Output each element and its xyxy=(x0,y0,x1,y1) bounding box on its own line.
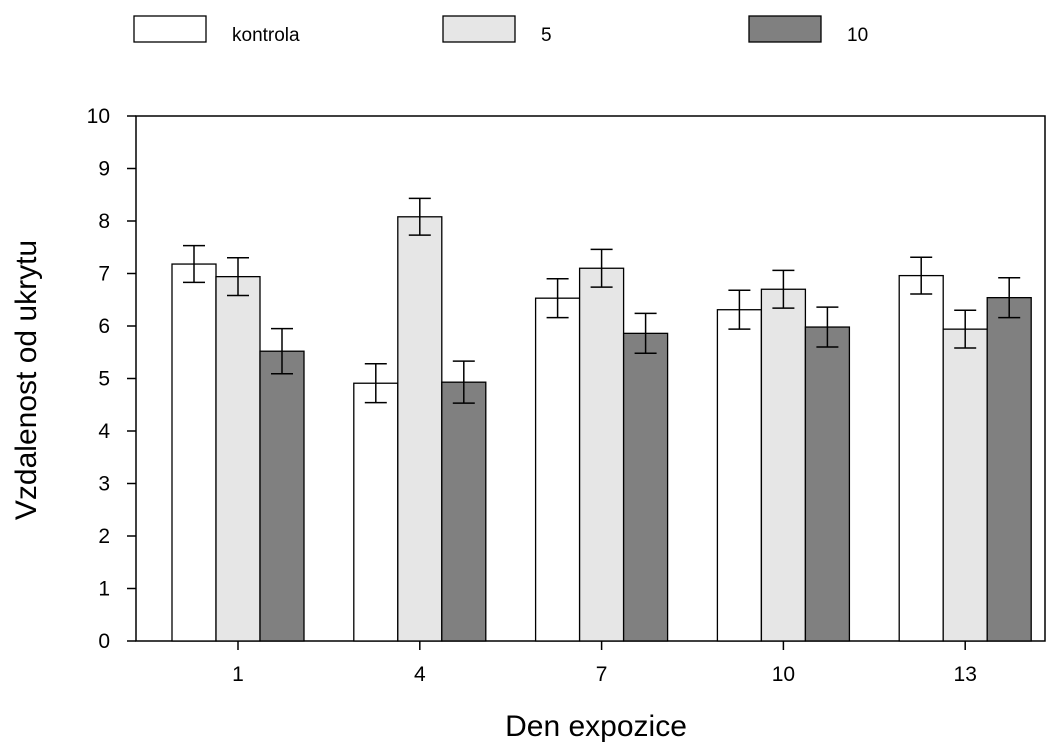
legend-swatch xyxy=(442,15,516,43)
legend-label: 10 xyxy=(847,25,868,46)
legend-label: kontrola xyxy=(232,25,300,46)
y-tick-label: 0 xyxy=(98,630,110,653)
x-tick-label: 7 xyxy=(596,663,608,686)
bar xyxy=(259,350,305,642)
legend: kontrola 5 10 xyxy=(133,15,868,46)
legend-swatch xyxy=(748,15,822,43)
y-tick-label: 3 xyxy=(98,473,110,496)
bar xyxy=(942,328,988,642)
bar xyxy=(171,263,217,642)
x-tick-label: 13 xyxy=(954,663,977,686)
y-tick-label: 7 xyxy=(98,263,110,286)
y-axis-title: Vzdalenost od ukrytu xyxy=(10,240,43,520)
bar xyxy=(716,309,763,642)
legend-swatch xyxy=(133,15,207,43)
x-tick-label: 4 xyxy=(414,663,426,686)
bar xyxy=(898,274,944,642)
bar xyxy=(578,267,625,642)
bar xyxy=(760,288,807,642)
x-tick-label: 1 xyxy=(232,663,244,686)
y-tick-label: 4 xyxy=(98,420,110,443)
bar xyxy=(622,332,669,642)
y-tick-label: 6 xyxy=(98,315,110,338)
bar xyxy=(986,296,1032,642)
bar xyxy=(441,381,487,642)
bar xyxy=(397,216,443,642)
y-tick-label: 5 xyxy=(98,368,110,391)
y-tick-label: 9 xyxy=(98,158,110,181)
plot-area: 0 1 2 3 4 5 6 7 8 9 10 1 4 7 10 13 xyxy=(87,105,1046,686)
bar xyxy=(534,297,581,642)
y-tick-label: 2 xyxy=(98,525,110,548)
legend-label: 5 xyxy=(541,25,552,46)
bar xyxy=(353,382,399,642)
bar xyxy=(215,275,261,642)
y-tick-label: 1 xyxy=(98,578,110,601)
x-tick-label: 10 xyxy=(772,663,795,686)
bar xyxy=(804,326,851,642)
x-axis-title: Den expozice xyxy=(505,710,687,743)
y-tick-label: 10 xyxy=(87,105,110,128)
y-tick-label: 8 xyxy=(98,210,110,233)
